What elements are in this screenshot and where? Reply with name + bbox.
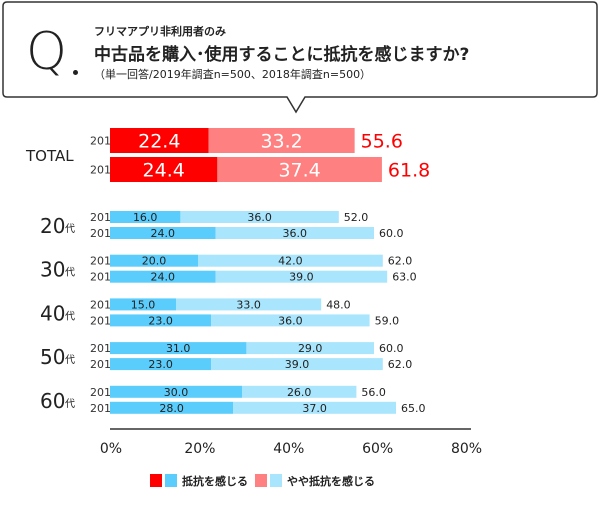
bar-segment-strong: [110, 270, 216, 283]
data-label-strong: 24.0: [151, 227, 176, 240]
legend-swatch-total: [255, 474, 267, 487]
bar-segment-mild: [233, 401, 396, 414]
data-label-strong: 15.0: [131, 298, 156, 311]
data-label-sum: 52.0: [344, 211, 369, 224]
data-label-mild: 39.0: [285, 358, 310, 371]
group-label-suffix: 代: [65, 398, 75, 410]
legend-swatch-total: [150, 474, 162, 487]
group-label-total: TOTAL: [25, 147, 74, 165]
x-tick-label: 60%: [362, 441, 393, 457]
data-label-strong: 16.0: [133, 211, 158, 224]
data-label-mild: 36.0: [247, 211, 272, 224]
bar-segment-strong: [110, 227, 216, 239]
bar-segment-mild: [198, 254, 383, 267]
data-label-mild: 37.4: [278, 159, 320, 181]
data-label-mild: 33.0: [236, 298, 261, 311]
group-label-suffix: 代: [65, 223, 75, 235]
data-label-sum: 56.0: [361, 386, 386, 399]
legend-swatch-age: [270, 474, 282, 487]
question-note: （単一回答/2019年調査n=500、2018年調査n=500）: [94, 68, 372, 81]
group-label-suffix: 代: [65, 310, 75, 322]
data-label-mild: 37.0: [302, 402, 327, 415]
data-label-sum: 61.8: [388, 159, 430, 181]
bar-segment-mild: [215, 227, 374, 239]
data-label-strong: 23.0: [148, 358, 173, 371]
bar-segment-mild: [211, 358, 383, 371]
bar-segment-mild: [176, 298, 322, 311]
data-label-strong: 24.0: [151, 271, 176, 284]
group-label-age: 40: [40, 301, 65, 325]
bar-segment-strong: [110, 342, 247, 355]
data-label-mild: 36.0: [283, 227, 308, 240]
bar-segment-mild: [246, 342, 374, 355]
bar-segment-strong: [110, 254, 198, 267]
bar-segment-mild: [217, 157, 382, 182]
group-label-age: 50: [40, 345, 65, 369]
group-label-age: 20: [40, 214, 65, 238]
bar-segment-strong: [110, 157, 218, 182]
data-label-mild: 33.2: [260, 130, 302, 152]
group-label-age: 30: [40, 258, 65, 282]
question-mark-q: Q: [26, 22, 67, 82]
data-label-strong: 24.4: [143, 159, 185, 181]
data-label-mild: 29.0: [298, 342, 323, 355]
x-tick-label: 40%: [273, 441, 304, 457]
group-label-suffix: 代: [65, 267, 75, 279]
question-title: 中古品を購入･使用することに抵抗を感じますか?: [94, 45, 470, 65]
data-label-strong: 22.4: [138, 130, 180, 152]
data-label-sum: 62.0: [388, 358, 413, 371]
question-dot: [73, 70, 78, 75]
group-label-suffix: 代: [65, 354, 75, 366]
bar-segment-strong: [110, 298, 176, 311]
data-label-sum: 65.0: [401, 402, 426, 415]
data-label-sum: 48.0: [326, 298, 351, 311]
data-label-strong: 20.0: [142, 255, 167, 268]
data-label-sum: 55.6: [361, 130, 403, 152]
data-label-mild: 39.0: [289, 271, 314, 284]
bar-segment-strong: [110, 358, 212, 371]
data-label-sum: 60.0: [379, 227, 404, 240]
bar-segment-strong: [110, 401, 234, 414]
data-label-mild: 42.0: [278, 255, 303, 268]
data-label-sum: 62.0: [388, 255, 413, 268]
data-label-strong: 28.0: [159, 402, 184, 415]
bar-segment-mild: [180, 211, 339, 223]
bar-segment-strong: [110, 128, 209, 153]
data-label-sum: 63.0: [392, 271, 417, 284]
data-label-sum: 60.0: [379, 342, 404, 355]
legend-label: 抵抗を感じる: [182, 474, 248, 488]
bar-segment-strong: [110, 211, 181, 223]
bar-segment-mild: [215, 270, 388, 283]
data-label-strong: 23.0: [148, 314, 173, 327]
x-tick-label: 0%: [100, 441, 122, 457]
data-label-strong: 30.0: [164, 386, 189, 399]
legend-swatch-age: [165, 474, 177, 487]
bar-segment-mild: [242, 385, 357, 398]
data-label-sum: 59.0: [375, 314, 400, 327]
bar-segment-strong: [110, 385, 242, 398]
bar-segment-mild: [208, 128, 355, 153]
group-label-age: 60: [40, 389, 65, 413]
data-label-strong: 31.0: [166, 342, 191, 355]
bar-segment-mild: [211, 314, 370, 327]
legend-label: やや抵抗を感じる: [287, 474, 375, 488]
question-callout: [2, 1, 598, 114]
data-label-mild: 36.0: [278, 314, 303, 327]
question-subtitle: フリマアプリ非利用者のみ: [94, 25, 226, 38]
x-tick-label: 80%: [451, 441, 482, 457]
x-tick-label: 20%: [184, 441, 215, 457]
data-label-mild: 26.0: [287, 386, 312, 399]
bar-segment-strong: [110, 314, 212, 327]
